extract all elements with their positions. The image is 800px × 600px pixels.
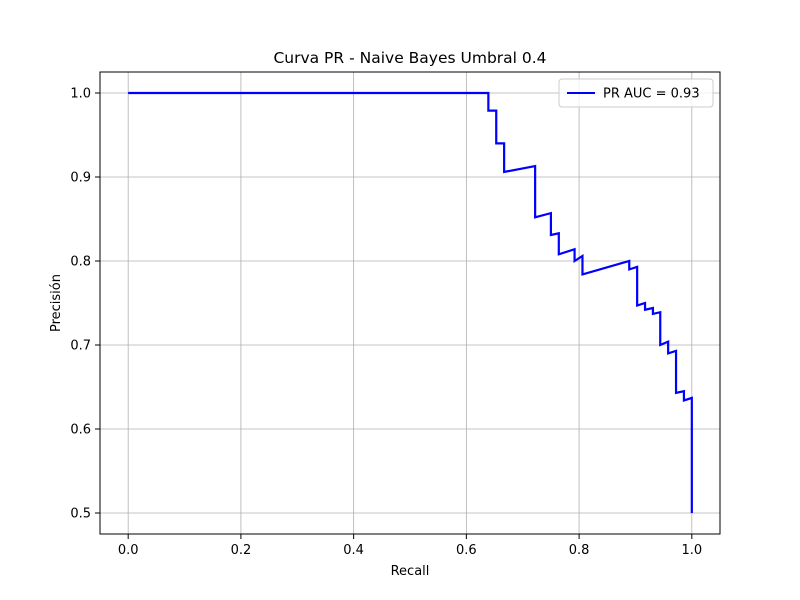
axes-frame [99,71,721,535]
x-tick-label: 0.8 [569,543,590,558]
plot-area [128,91,693,513]
x-axis-ticks: 0.0 0.2 0.4 0.6 0.8 1.0 [118,534,702,558]
y-tick-label: 1.0 [70,87,91,102]
x-tick-label: 0.6 [456,543,477,558]
x-tick-label: 1.0 [681,543,702,558]
pr-curve-line [128,91,693,513]
y-tick-label: 0.8 [70,255,91,270]
y-tick-label: 0.5 [70,507,91,522]
legend-entry-label: PR AUC = 0.93 [603,87,700,102]
y-tick-label: 0.6 [70,423,91,438]
y-axis-ticks: 0.5 0.6 0.7 0.8 0.9 1.0 [70,87,100,522]
x-tick-label: 0.4 [343,543,364,558]
x-axis-label: Recall [391,564,430,579]
y-tick-label: 0.9 [70,171,91,186]
x-tick-label: 0.0 [118,543,139,558]
grid [100,72,720,534]
legend: PR AUC = 0.93 [558,78,714,108]
chart-title: Curva PR - Naive Bayes Umbral 0.4 [273,49,546,67]
y-tick-label: 0.7 [70,339,91,354]
x-tick-label: 0.2 [231,543,252,558]
legend-box [558,78,714,108]
y-axis-label: Precisión [49,274,64,332]
